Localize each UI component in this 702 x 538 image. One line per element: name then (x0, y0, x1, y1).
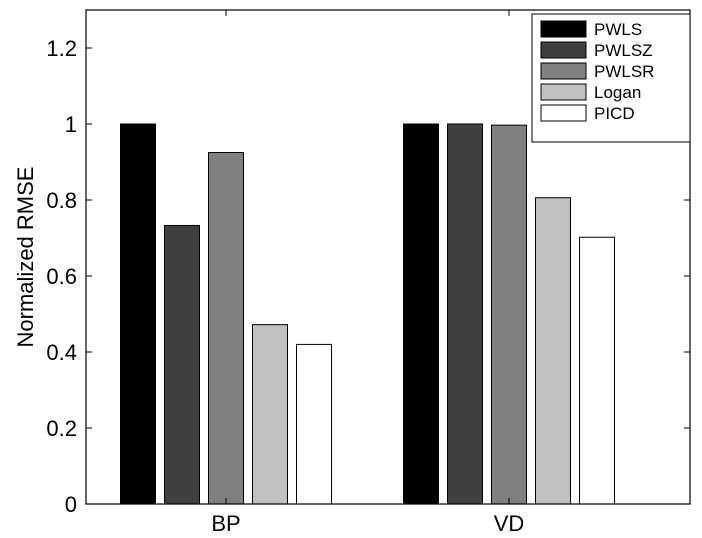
bar-vd-pwlsr (491, 124, 527, 505)
axes-group: 0 0.2 0.4 0.6 0.8 1 1.2 BP VD (46, 9, 691, 536)
y-tick-label: 1 (65, 112, 77, 137)
y-tick-label: 0.8 (46, 188, 77, 213)
x-category-label: BP (211, 511, 240, 536)
bar-bp-logan (252, 324, 288, 505)
bars-group (120, 123, 615, 505)
legend-swatch-pwls (540, 20, 587, 38)
legend-swatch-pwlsr (540, 62, 587, 80)
bar-bp-pwlsr (208, 152, 244, 505)
legend-label-picd: PICD (594, 104, 635, 123)
legend-label-pwlsr: PWLSR (594, 62, 654, 81)
y-tick-label: 0 (65, 492, 77, 517)
bar-vd-pwlsz (447, 123, 483, 505)
bar-bp-picd (296, 343, 332, 505)
bar-vd-pwls (403, 123, 439, 505)
legend-swatch-pwlsz (540, 41, 587, 59)
y-tick-label: 0.6 (46, 264, 77, 289)
y-tick-label: 1.2 (46, 36, 77, 61)
y-tick-label: 0.2 (46, 416, 77, 441)
bar-bp-pwlsz (164, 224, 200, 505)
y-axis-title: Normalized RMSE (13, 167, 38, 348)
bar-vd-picd (579, 236, 615, 505)
legend-swatch-picd (540, 104, 587, 122)
y-tick-label: 0.4 (46, 340, 77, 365)
legend: PWLS PWLSZ PWLSR Logan PICD (531, 13, 691, 143)
bar-bp-pwls (120, 123, 156, 505)
x-category-label: VD (494, 511, 525, 536)
legend-label-pwls: PWLS (594, 20, 642, 39)
axes-frame (85, 9, 691, 505)
bar-vd-logan (535, 197, 571, 505)
legend-label-pwlsz: PWLSZ (594, 41, 653, 60)
legend-swatch-logan (540, 83, 587, 101)
legend-label-logan: Logan (594, 83, 641, 102)
